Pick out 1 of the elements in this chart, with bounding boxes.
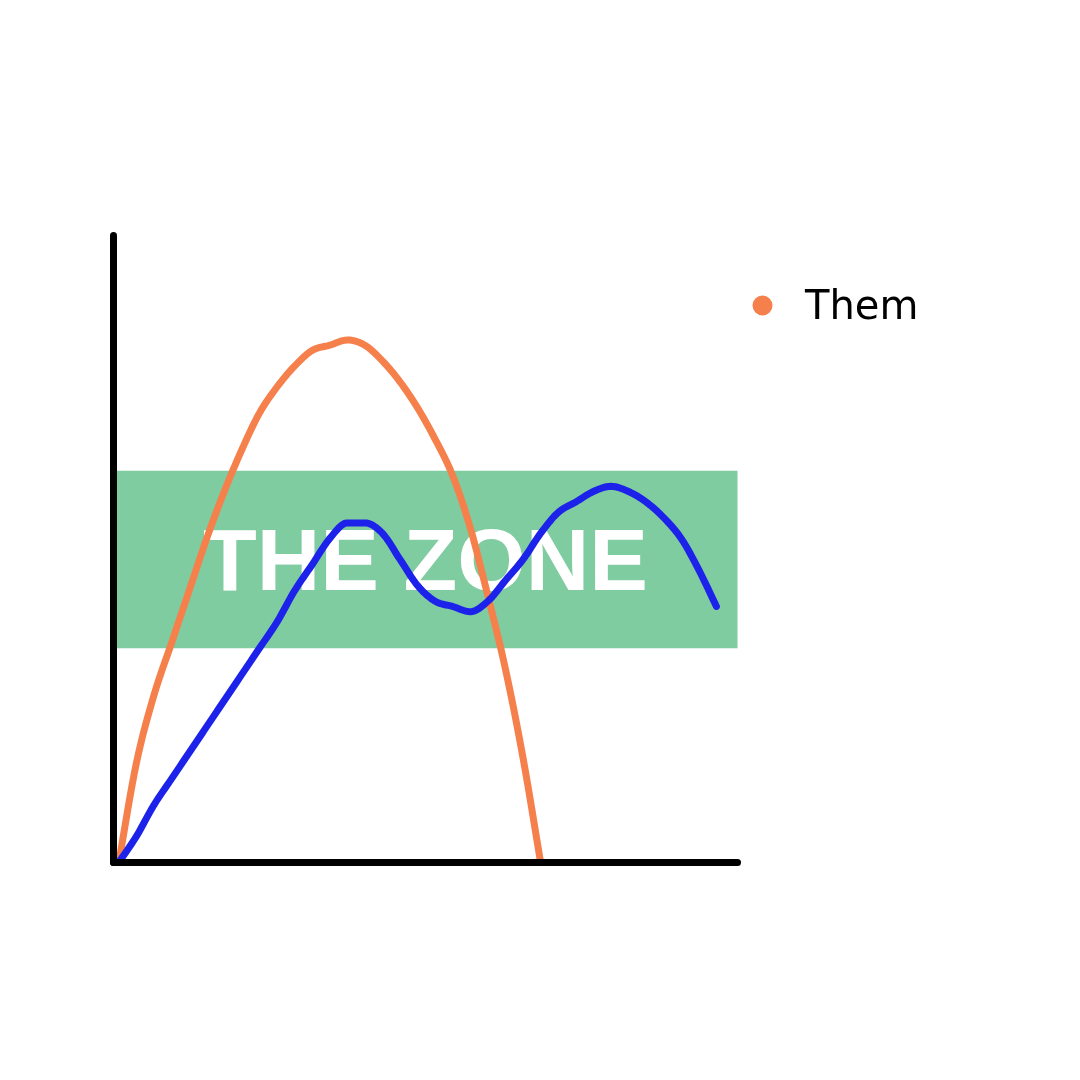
legend-label: Them — [805, 281, 919, 330]
